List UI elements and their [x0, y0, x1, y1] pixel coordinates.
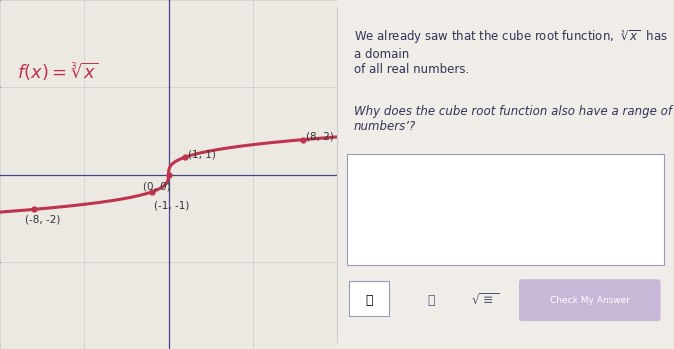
Text: $\sqrt{\equiv}$: $\sqrt{\equiv}$	[471, 292, 499, 308]
FancyBboxPatch shape	[519, 279, 661, 321]
Text: (8, 2): (8, 2)	[306, 132, 334, 142]
Text: $f(x) = \sqrt[3]{x}$: $f(x) = \sqrt[3]{x}$	[17, 61, 98, 83]
Text: 🎤: 🎤	[427, 294, 435, 307]
Text: We already saw that the cube root function,  $\sqrt[3]{x}$  has a domain
of all : We already saw that the cube root functi…	[354, 28, 668, 76]
Text: Why does the cube root function also have a range of ‘all real
numbers’?: Why does the cube root function also hav…	[354, 105, 674, 133]
Text: Check My Answer: Check My Answer	[550, 296, 630, 305]
FancyBboxPatch shape	[347, 154, 664, 265]
Text: (0, 0): (0, 0)	[143, 182, 171, 192]
Text: (-8, -2): (-8, -2)	[25, 215, 61, 225]
Text: (1, 1): (1, 1)	[188, 149, 216, 159]
Text: (-1, -1): (-1, -1)	[154, 201, 189, 211]
FancyBboxPatch shape	[349, 281, 390, 316]
Text: 🖼: 🖼	[365, 294, 373, 307]
